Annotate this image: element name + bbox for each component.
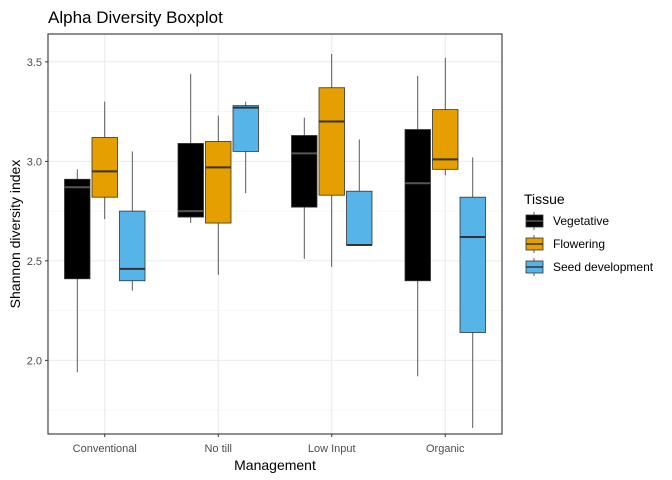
boxes-layer	[64, 53, 486, 429]
y-axis: 2.0 2.5 3.0 3.5	[27, 57, 48, 367]
box-no-till-vegetative	[177, 73, 204, 224]
box-body	[318, 87, 345, 196]
legend-title: Tissue	[524, 191, 565, 207]
x-tick-label: Organic	[426, 443, 465, 455]
box-body	[91, 137, 118, 198]
box-low-input-vegetative	[291, 117, 318, 259]
x-axis: Conventional No till Low Input Organic	[73, 434, 465, 455]
box-body	[232, 105, 259, 152]
x-tick-label: No till	[204, 443, 232, 455]
x-axis-title: Management	[234, 457, 316, 473]
box-body	[346, 190, 373, 246]
x-tick-label: Conventional	[73, 443, 137, 455]
box-no-till-flowering	[205, 115, 232, 275]
plot-border	[47, 33, 503, 435]
box-conventional-vegetative	[64, 169, 91, 373]
legend-item-seed-development: Seed development	[525, 258, 654, 276]
box-low-input-flowering	[318, 53, 345, 267]
box-organic-seed-development	[459, 157, 486, 429]
y-tick-label: 3.0	[27, 156, 42, 168]
box-body	[205, 141, 232, 224]
box-conventional-flowering	[91, 101, 118, 220]
x-tick-label: Low Input	[308, 443, 356, 455]
box-low-input-seed-development	[346, 139, 373, 246]
plot-panel	[48, 34, 502, 434]
box-body	[177, 143, 204, 218]
box-body	[119, 210, 146, 282]
y-axis-title: Shannon diversity index	[7, 160, 23, 309]
box-body	[64, 178, 91, 280]
box-body	[291, 135, 318, 208]
y-tick-label: 3.5	[27, 57, 42, 69]
box-body	[459, 196, 486, 333]
legend-label: Flowering	[553, 237, 605, 251]
box-organic-flowering	[432, 57, 459, 176]
y-tick-label: 2.5	[27, 256, 42, 268]
box-no-till-seed-development	[232, 101, 259, 194]
box-organic-vegetative	[404, 75, 431, 377]
legend-label: Vegetative	[553, 214, 609, 228]
legend-label: Seed development	[553, 260, 654, 274]
chart-title: Alpha Diversity Boxplot	[48, 8, 223, 27]
box-body	[404, 129, 431, 282]
legend: Tissue Vegetative Flowering Seed developme…	[524, 191, 654, 276]
y-tick-label: 2.0	[27, 355, 42, 367]
box-conventional-seed-development	[119, 151, 146, 291]
legend-item-flowering: Flowering	[525, 235, 605, 253]
legend-item-vegetative: Vegetative	[525, 212, 609, 230]
